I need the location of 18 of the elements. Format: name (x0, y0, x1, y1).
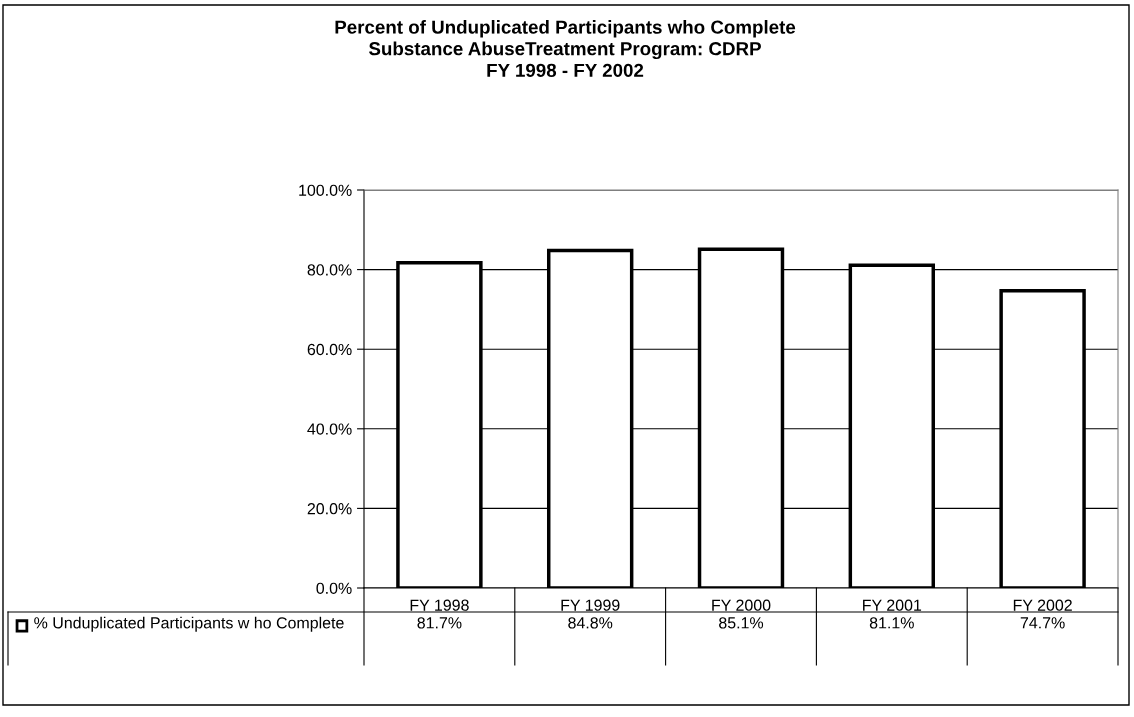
data-label: 81.1% (869, 617, 914, 629)
x-tick-label: FY 2000 (712, 599, 771, 611)
y-tick-label: 60.0% (307, 343, 352, 356)
y-tick-label: 100.0% (299, 184, 352, 196)
y-tick-label: 20.0% (307, 503, 352, 515)
data-label: 74.7% (1020, 617, 1065, 629)
data-label: 81.7% (417, 617, 462, 629)
y-tick-label: 40.0% (307, 423, 352, 435)
chart-title: Percent of Unduplicated Participants who Complete Substance AbuseTreatment Program: CDRP FY 1998 - FY 2002 (335, 20, 796, 77)
x-tick-label: FY 1998 (410, 599, 469, 611)
data-label: 84.8% (568, 617, 613, 629)
data-label: 85.1% (719, 617, 764, 629)
y-tick-label: 0.0% (316, 582, 352, 594)
legend-label: % Unduplicated Participants w ho Complete (34, 616, 344, 632)
x-tick-label: FY 1999 (561, 599, 620, 611)
x-tick-label: FY 2001 (863, 599, 922, 611)
x-tick-label: FY 2002 (1013, 599, 1072, 611)
y-tick-label: 80.0% (307, 264, 352, 276)
